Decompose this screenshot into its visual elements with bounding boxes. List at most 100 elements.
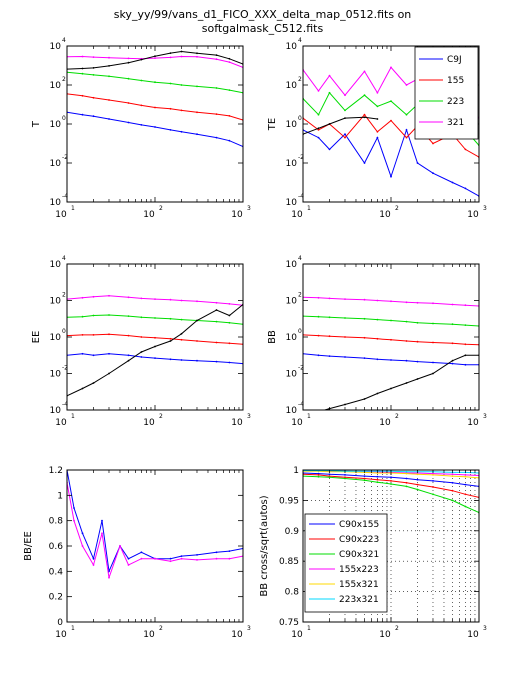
data-point-c223	[196, 85, 198, 88]
data-point-model	[228, 314, 231, 317]
data-point-c223	[108, 75, 110, 78]
data-point-c155	[108, 333, 110, 336]
data-point-c321	[390, 66, 392, 69]
data-point-c223	[464, 505, 467, 508]
data-point-c155	[376, 478, 379, 481]
data-point-c155	[390, 480, 392, 482]
data-point-c321	[81, 296, 84, 299]
x-tick-label: 10	[231, 210, 243, 220]
y-tick-label: 10	[50, 120, 62, 130]
y-tick-label: 10	[50, 81, 62, 91]
data-point-model	[154, 345, 156, 348]
data-point-c223	[108, 314, 110, 316]
data-point-c223	[405, 113, 408, 116]
y-tick-label: 0.75	[279, 618, 299, 628]
data-point-c155	[363, 113, 366, 116]
data-point-model	[154, 55, 156, 58]
data-point-c090	[390, 476, 392, 479]
data-point-c155	[215, 113, 218, 115]
data-point-c223	[363, 94, 366, 97]
y-tick-label: 0.6	[49, 542, 64, 552]
data-point-c321	[81, 545, 84, 547]
data-point-c090	[432, 361, 434, 364]
data-point-c090	[228, 361, 231, 364]
data-point-c321	[215, 301, 218, 304]
data-point-c321	[92, 295, 95, 298]
data-point-c155	[376, 337, 379, 340]
data-point-c321	[344, 298, 346, 300]
data-point-c155	[196, 340, 198, 342]
data-point-c321	[101, 532, 103, 535]
data-point-c321	[215, 557, 218, 560]
legend-label: 155x321	[339, 580, 379, 590]
y-axis-label: BB	[267, 330, 278, 344]
data-point-c155	[376, 130, 379, 133]
data-point-c090	[92, 354, 95, 357]
data-point-c321	[451, 473, 454, 476]
data-point-c090	[180, 130, 183, 133]
data-point-c155	[432, 486, 434, 488]
data-point-c090	[196, 554, 198, 556]
data-point-c090	[169, 358, 172, 361]
data-point-model	[451, 359, 454, 362]
data-point-c223	[328, 476, 331, 479]
data-point-c090	[180, 555, 183, 557]
data-point-model	[390, 387, 392, 390]
x-tick-exponent: 2	[395, 413, 399, 420]
data-point-c090	[376, 358, 379, 361]
data-point-c155	[317, 129, 320, 131]
data-point-c090	[390, 359, 392, 361]
data-point-c090	[451, 362, 454, 365]
data-point-c090	[405, 359, 408, 362]
data-point-c090	[81, 113, 84, 116]
data-point-c223	[363, 479, 366, 482]
x-tick-label: 10	[143, 210, 155, 220]
data-point-c223	[228, 321, 231, 324]
data-point-c321	[127, 57, 130, 60]
data-point-c155	[363, 477, 366, 480]
data-point-c155x321	[432, 474, 434, 476]
data-point-model	[196, 319, 198, 322]
data-point-c090	[92, 115, 95, 118]
y-tick-label: 1	[57, 491, 63, 501]
data-point-model	[81, 67, 84, 70]
data-point-c321	[464, 304, 467, 307]
x-tick-label: 10	[143, 418, 155, 428]
data-point-c223	[451, 323, 454, 326]
data-point-c223	[215, 320, 218, 323]
data-point-c090	[317, 472, 320, 475]
data-point-model	[127, 61, 130, 64]
x-tick-exponent: 3	[483, 625, 487, 632]
data-point-c155	[344, 136, 346, 139]
data-point-c321	[328, 74, 331, 77]
y-tick-exponent: -2	[298, 365, 304, 372]
data-point-c090	[196, 133, 198, 136]
data-point-c321	[405, 84, 408, 86]
data-point-c090	[344, 133, 346, 136]
data-point-c223	[432, 322, 434, 325]
data-point-c321	[215, 58, 218, 61]
y-tick-label: 10	[286, 370, 298, 380]
data-point-model	[92, 67, 95, 69]
data-point-model	[127, 359, 130, 362]
data-point-c090	[154, 357, 156, 359]
legend-label: 223x321	[339, 595, 379, 605]
panel-5: 10 1 10 2 10 3 0.75 0.8 0.85 0.9 0.95 1 BB cross/sqr…	[259, 466, 487, 640]
data-point-c321	[180, 55, 183, 58]
series-line-c090	[67, 111, 243, 147]
data-point-c321	[196, 55, 198, 58]
data-point-c321	[73, 519, 75, 522]
data-point-c321	[119, 545, 121, 547]
y-tick-label: 10	[50, 159, 62, 169]
data-point-c223	[328, 316, 331, 319]
data-point-c090	[180, 359, 183, 361]
data-point-c090	[328, 355, 331, 357]
data-point-c090	[344, 356, 346, 358]
data-point-c321	[390, 300, 392, 303]
x-tick-exponent: 1	[307, 413, 311, 420]
y-tick-label: 0	[57, 618, 63, 628]
data-point-c090	[405, 129, 408, 131]
data-point-c155	[169, 337, 172, 340]
